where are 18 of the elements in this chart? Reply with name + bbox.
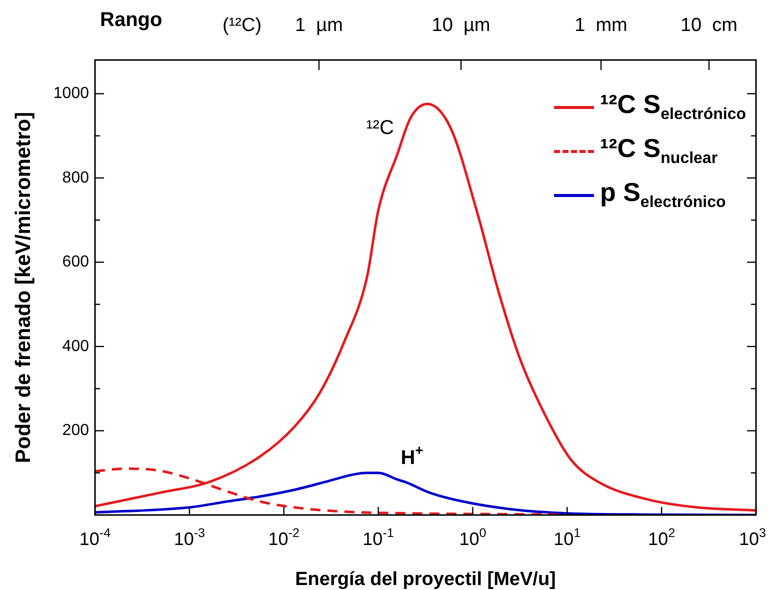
y-tick-label: 200 (62, 422, 90, 440)
legend-label: ¹²C S$_{nuclear}$ (600, 133, 718, 169)
x-axis-title: Energía del proyectil [MeV/u] (295, 569, 556, 590)
y-tick-label: 400 (62, 338, 90, 355)
y-tick-label: 600 (62, 254, 90, 271)
annotation: ¹²C (366, 117, 394, 139)
legend-label: ¹²C S$_{electrónico}$ (600, 89, 746, 125)
text: 10 µm (432, 15, 490, 36)
annotation: H+ (400, 442, 424, 469)
text: 1 mm (574, 15, 628, 36)
text: 10 cm (680, 15, 738, 36)
legend-label: p S$_{electrónico}$ (600, 177, 726, 213)
x2-axis-title: Rango (100, 9, 162, 31)
text: 1 µm (295, 15, 343, 36)
text: (¹²C) (222, 15, 262, 36)
y-tick-label: 800 (62, 169, 90, 186)
y-tick-label: 1000 (53, 85, 90, 102)
y-axis-title: Poder de frenado [keV/micrometro] (12, 112, 35, 464)
